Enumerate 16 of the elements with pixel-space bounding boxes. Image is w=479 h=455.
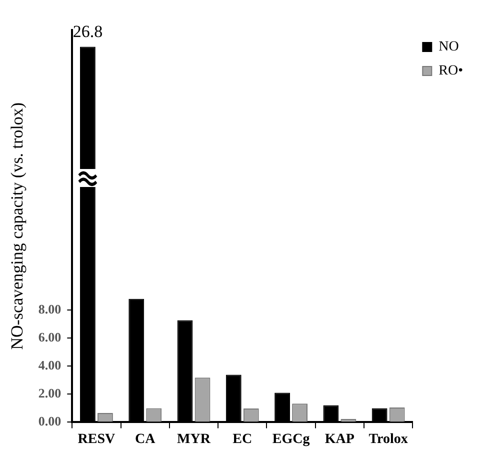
- x-tick-label: EC: [232, 432, 252, 448]
- y-tick-label: 6.00: [38, 330, 62, 345]
- x-tick-label: MYR: [177, 432, 212, 448]
- data-label: 26.8: [72, 22, 103, 41]
- x-tick-label: CA: [134, 432, 156, 448]
- y-axis-title: NO-scavenging capacity (vs. trolox): [8, 102, 27, 350]
- y-tick-label: 2.00: [38, 386, 62, 401]
- y-tick-label: 0.00: [38, 414, 62, 429]
- y-tick-label: 4.00: [38, 358, 62, 373]
- x-tick-label: RESV: [78, 432, 116, 448]
- x-tick-label: Trolox: [368, 432, 408, 448]
- x-tick-label: EGCg: [272, 432, 310, 448]
- x-tick-label: KAP: [324, 432, 355, 448]
- legend-label: RO•: [438, 64, 464, 79]
- y-tick-label: 8.00: [38, 302, 62, 316]
- legend-label: NO: [438, 40, 459, 55]
